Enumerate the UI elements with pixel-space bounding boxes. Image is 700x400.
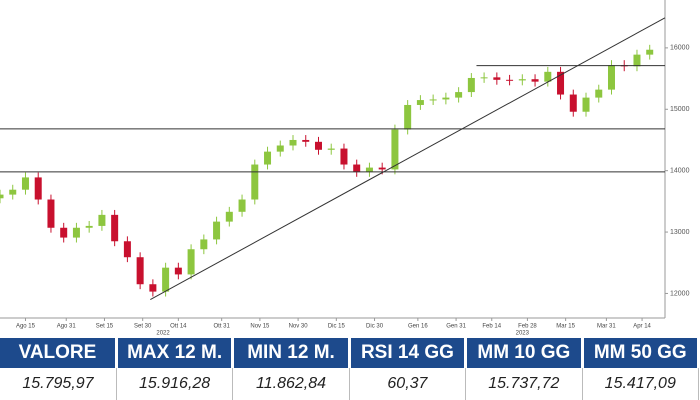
candle-body <box>136 257 144 285</box>
header-cell: MIN 12 M. <box>232 338 351 368</box>
chart: 12000 13000 14000 15000 16000 Ago 15 Ago 31 Set… <box>0 0 690 337</box>
x-tick-label: Dic 15 <box>328 324 346 330</box>
candle-body <box>493 77 501 80</box>
candle-body <box>0 194 4 199</box>
x-tick-label: Ott 31 <box>213 324 230 330</box>
header-row: VALORE MAX 12 M. MIN 12 M. RSI 14 GG MM … <box>0 338 700 368</box>
candle-body <box>378 167 386 170</box>
x-tick-label: Gen 31 <box>446 324 466 330</box>
year-label: 2022 <box>156 331 170 337</box>
candle-body <box>531 79 539 82</box>
candle-body <box>582 97 590 112</box>
candle-body <box>276 145 284 152</box>
value-cell: 15.916,28 <box>116 368 234 400</box>
x-tick-label: Apr 14 <box>633 324 651 330</box>
value-cell: 11.862,84 <box>232 368 350 400</box>
candle-body <box>60 227 68 238</box>
header-cell: MM 10 GG <box>465 338 584 368</box>
x-tick-label: Mar 15 <box>556 324 575 330</box>
x-tick-label: Nov 15 <box>250 324 270 330</box>
x-tick-label: Set 15 <box>96 324 114 330</box>
candle-body <box>187 249 195 275</box>
candle-body <box>416 100 424 105</box>
x-tick-label: Ott 14 <box>170 324 187 330</box>
stats-table: VALORE MAX 12 M. MIN 12 M. RSI 14 GG MM … <box>0 338 700 400</box>
candle-body <box>480 77 488 79</box>
y-tick-label: 13000 <box>670 229 690 236</box>
candle-body <box>353 164 361 172</box>
candle-body <box>225 211 233 222</box>
candle-body <box>595 89 603 98</box>
candle-body <box>123 241 131 258</box>
candle-body <box>21 177 29 190</box>
candle-body <box>213 221 221 240</box>
candle-body <box>467 77 475 93</box>
x-tick-label: Ago 31 <box>57 324 77 330</box>
value-cell: 15.737,72 <box>465 368 583 400</box>
candle-body <box>633 54 641 67</box>
header-cell: RSI 14 GG <box>349 338 468 368</box>
y-tick-label: 12000 <box>670 290 690 297</box>
value-cell: 15.795,97 <box>0 368 117 400</box>
value-row: 15.795,97 15.916,28 11.862,84 60,37 15.7… <box>0 368 700 400</box>
x-tick-label: Feb 14 <box>482 324 501 330</box>
candle-body <box>340 148 348 165</box>
candle-body <box>264 151 272 165</box>
candle-body <box>544 71 552 82</box>
x-tick-label: Ago 15 <box>16 324 36 330</box>
candle-body <box>47 199 55 228</box>
x-tick-label: Feb 28 <box>518 324 537 330</box>
x-tick-label: Set 30 <box>134 324 152 330</box>
candle-body <box>442 97 450 100</box>
header-cell: VALORE <box>0 338 118 368</box>
x-tick-label: Mar 31 <box>597 324 616 330</box>
year-label: 2023 <box>516 331 530 337</box>
candle-body <box>85 225 93 228</box>
x-tick-label: Gen 16 <box>408 324 428 330</box>
x-tick-label: Dic 30 <box>366 324 384 330</box>
y-tick-label: 14000 <box>670 168 690 175</box>
candle-body <box>162 267 170 292</box>
candle-body <box>200 239 208 250</box>
candle-body <box>391 129 399 170</box>
candle-body <box>557 71 565 95</box>
candle-body <box>518 79 526 81</box>
candle-body <box>314 141 322 150</box>
candle-body <box>404 104 412 130</box>
header-cell: MAX 12 M. <box>116 338 235 368</box>
candle-body <box>251 164 259 200</box>
candle-body <box>302 139 310 142</box>
candle-body <box>506 79 514 81</box>
candle-body <box>455 92 463 98</box>
candle-body <box>365 167 373 172</box>
candle-body <box>327 148 335 150</box>
value-cell: 15.417,09 <box>582 368 700 400</box>
candle-body <box>34 177 42 200</box>
y-tick-label: 16000 <box>670 45 690 52</box>
candle-body <box>111 214 119 242</box>
candle-body <box>569 94 577 112</box>
candle-body <box>174 267 182 275</box>
candle-body <box>289 139 297 146</box>
candle-body <box>238 199 246 212</box>
reference-line <box>150 17 666 301</box>
candle-body <box>72 227 80 238</box>
candle-body <box>98 214 106 226</box>
candle-body <box>607 65 615 90</box>
candle-body <box>149 284 157 292</box>
y-tick-label: 15000 <box>670 106 690 113</box>
value-cell: 60,37 <box>349 368 467 400</box>
candle-body <box>429 99 437 101</box>
header-cell: MM 50 GG <box>582 338 700 368</box>
candle-body <box>646 49 654 55</box>
x-tick-label: Nov 30 <box>289 324 309 330</box>
candle-body <box>9 189 17 195</box>
